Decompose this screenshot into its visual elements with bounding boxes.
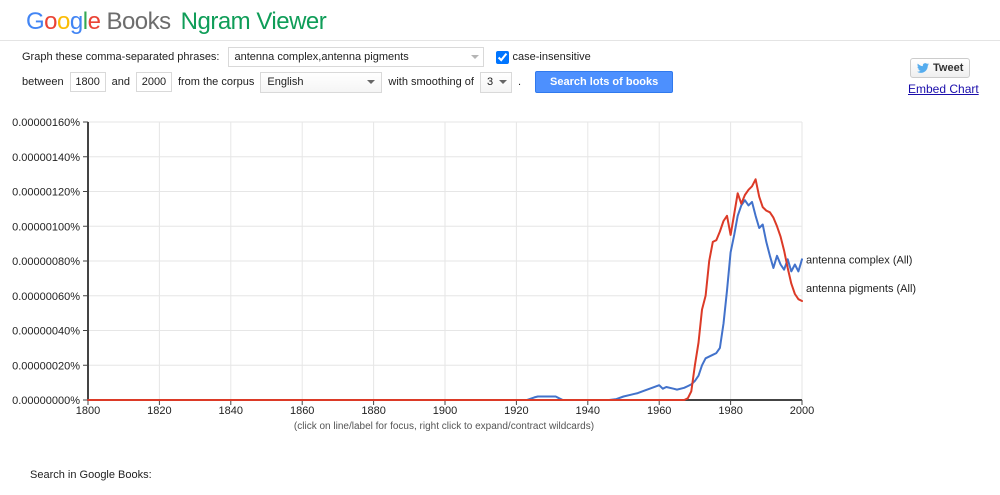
corpus-label: from the corpus [177, 76, 255, 88]
logo-letter: e [87, 8, 101, 35]
x-axis-label: 1840 [219, 405, 243, 417]
chart-caption: (click on line/label for focus, right cl… [293, 421, 595, 432]
header-divider [0, 40, 1000, 41]
google-logo: Google [26, 8, 101, 35]
series-line-0[interactable] [87, 199, 803, 401]
corpus-select[interactable]: English [260, 71, 383, 93]
y-axis-label: 0.00000080% [12, 256, 80, 268]
series-line-1[interactable] [87, 178, 803, 401]
google-books-logo[interactable]: Google Books Ngram Viewer [26, 8, 327, 36]
search-in-google-books-label: Search in Google Books: [30, 469, 152, 481]
series-label-0[interactable]: antenna complex (All) [806, 254, 912, 266]
corpus-selected-value: English [267, 76, 304, 88]
y-axis-label: 0.00000000% [12, 395, 80, 407]
embed-chart-link[interactable]: Embed Chart [908, 82, 979, 96]
tweet-button[interactable]: Tweet [910, 58, 971, 78]
logo-letter: G [26, 8, 45, 35]
books-logo-text: Books [106, 8, 171, 35]
tweet-button-label: Tweet [933, 62, 964, 74]
phrases-label: Graph these comma-separated phrases: [22, 51, 220, 63]
x-axis-label: 1940 [576, 405, 600, 417]
case-insensitive-label[interactable]: case-insensitive [512, 51, 591, 63]
case-insensitive-checkbox[interactable] [495, 50, 509, 64]
smoothing-selected-value: 3 [486, 76, 494, 88]
x-axis-label: 1900 [433, 405, 457, 417]
search-books-button[interactable]: Search lots of books [535, 71, 674, 93]
x-axis-label: 1960 [647, 405, 671, 417]
logo-letter: o [44, 8, 58, 35]
logo-letter: o [57, 8, 70, 35]
y-axis-label: 0.00000120% [12, 187, 80, 199]
y-axis-label: 0.00000020% [12, 360, 80, 372]
ngram-chart[interactable]: 0.00000000% 0.00000020% 0.00000040% 0.00000… [0, 105, 1000, 435]
y-axis-label: 0.00000060% [12, 291, 80, 303]
sentence-period: . [517, 76, 522, 88]
year-end-input[interactable] [135, 72, 172, 92]
phrases-combobox [227, 47, 484, 67]
chevron-down-icon [499, 80, 508, 84]
y-axis-label: 0.00000160% [12, 117, 80, 129]
x-axis-label: 1880 [361, 405, 385, 417]
x-axis-label: 1800 [76, 405, 100, 417]
twitter-bird-icon [917, 63, 929, 73]
x-axis-label: 1820 [147, 405, 171, 417]
x-axis-label: 1920 [504, 405, 528, 417]
x-axis-label: 1860 [290, 405, 314, 417]
series-label-1[interactable]: antenna pigments (All) [806, 283, 916, 295]
range-form-row: between and from the corpus English with… [22, 71, 674, 93]
logo-letter: g [69, 8, 83, 35]
y-axis-label: 0.00000040% [12, 326, 80, 338]
x-axis-label: 2000 [790, 405, 814, 417]
chevron-down-icon[interactable] [470, 55, 479, 59]
smoothing-select[interactable]: 3 [479, 71, 512, 93]
chevron-down-icon [367, 80, 376, 84]
smoothing-label: with smoothing of [388, 76, 474, 88]
x-axis-label: 1980 [718, 405, 742, 417]
ngram-viewer-title: Ngram Viewer [180, 8, 327, 35]
year-start-input[interactable] [69, 72, 106, 92]
logo-letter: l [82, 8, 88, 35]
and-label: and [111, 76, 130, 88]
between-label: between [22, 76, 64, 88]
phrases-input[interactable] [234, 49, 467, 65]
y-axis-label: 0.00000140% [12, 152, 80, 164]
phrase-form-row: Graph these comma-separated phrases: cas… [22, 47, 591, 67]
y-axis-label: 0.00000100% [12, 221, 80, 233]
